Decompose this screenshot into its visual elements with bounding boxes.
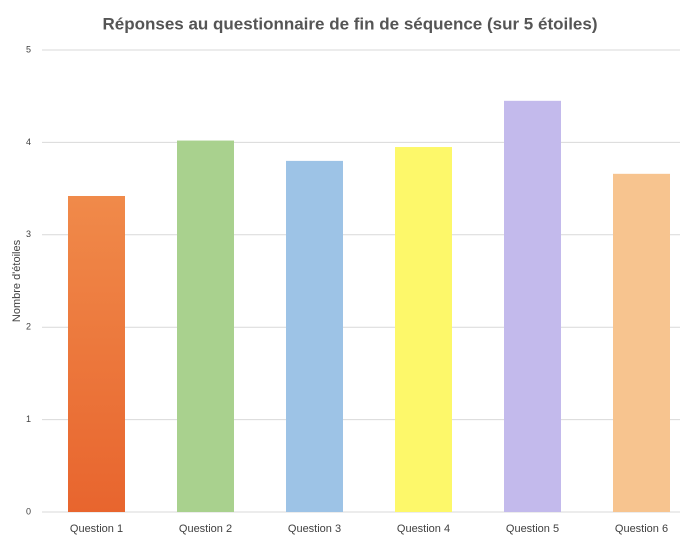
bar bbox=[395, 147, 452, 512]
x-tick-label: Question 3 bbox=[288, 523, 341, 535]
y-tick-label: 5 bbox=[26, 44, 31, 54]
x-tick-label: Question 4 bbox=[397, 523, 450, 535]
y-tick-label: 1 bbox=[26, 414, 31, 424]
chart-title: Réponses au questionnaire de fin de séqu… bbox=[102, 14, 597, 33]
x-tick-label: Question 6 bbox=[615, 523, 668, 535]
x-tick-label: Question 1 bbox=[70, 523, 123, 535]
y-tick-label: 0 bbox=[26, 506, 31, 516]
bar bbox=[177, 140, 234, 512]
y-tick-label: 2 bbox=[26, 322, 31, 332]
y-axis-label: Nombre d'étoiles bbox=[11, 239, 23, 322]
y-tick-label: 3 bbox=[26, 229, 31, 239]
bar bbox=[613, 173, 670, 513]
bar bbox=[504, 100, 561, 512]
y-tick-label: 4 bbox=[26, 137, 31, 147]
x-tick-label: Question 5 bbox=[506, 523, 559, 535]
bar bbox=[68, 195, 125, 512]
bar bbox=[286, 160, 343, 512]
x-tick-label: Question 2 bbox=[179, 523, 232, 535]
